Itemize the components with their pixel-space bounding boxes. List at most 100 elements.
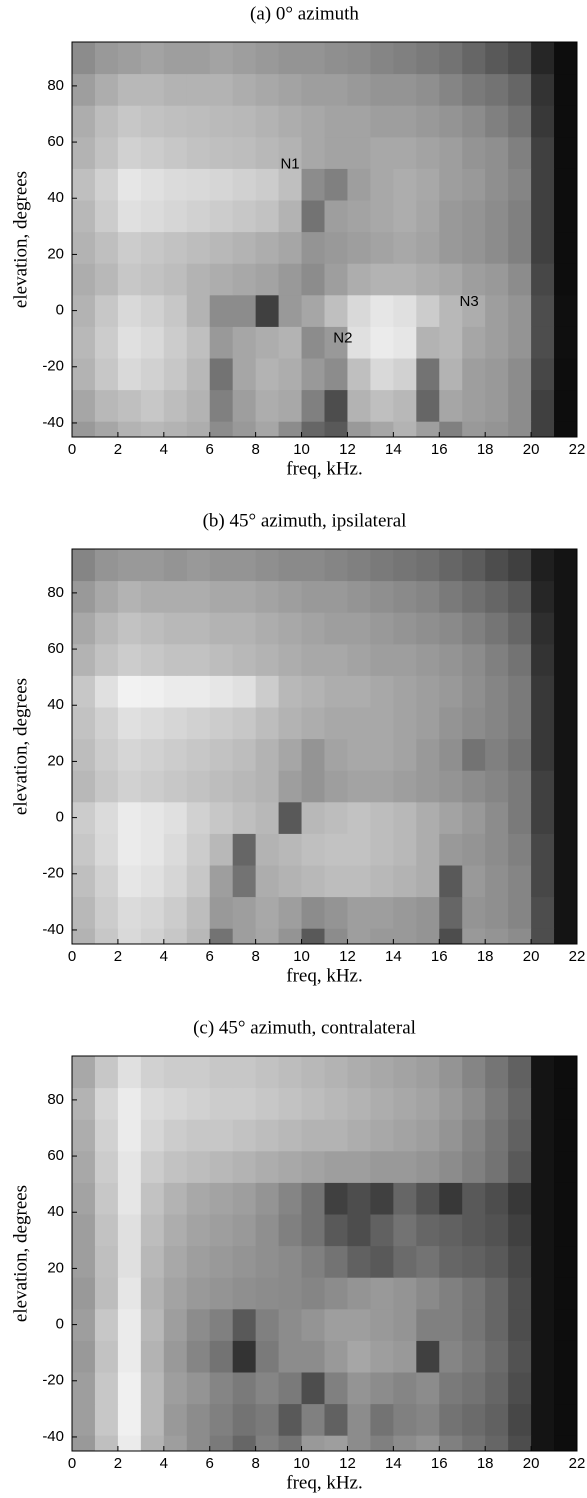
heatmap-cell	[255, 928, 280, 944]
heatmap-cell	[94, 326, 119, 359]
heatmap-cell	[439, 549, 463, 582]
heatmap-cell	[462, 801, 486, 834]
heatmap-cell	[485, 1150, 509, 1183]
x-tick-label: 20	[523, 948, 540, 965]
heatmap-cell	[554, 294, 577, 327]
heatmap-cell	[462, 770, 486, 803]
heatmap-cell	[462, 1340, 486, 1373]
heatmap-cell	[255, 1119, 280, 1152]
y-tick-label: 60	[47, 640, 64, 657]
heatmap-cell	[301, 136, 325, 169]
heatmap-cell	[255, 42, 280, 75]
heatmap-cell	[370, 73, 394, 106]
heatmap-cell	[94, 801, 119, 834]
heatmap-cell	[94, 738, 119, 771]
heatmap-cell	[370, 896, 394, 929]
heatmap-cell	[416, 200, 440, 233]
heatmap-cell	[485, 1435, 509, 1451]
heatmap-cell	[347, 1056, 371, 1089]
heatmap-cell	[117, 1150, 142, 1183]
heatmap-cell	[186, 42, 211, 75]
heatmap-cell	[531, 358, 555, 391]
heatmap-cell	[278, 801, 303, 834]
heatmap-cell	[462, 1150, 486, 1183]
heatmap-cell	[324, 1087, 348, 1120]
heatmap-cell	[393, 200, 417, 233]
heatmap-cell	[186, 549, 211, 582]
heatmap-cell	[232, 1150, 257, 1183]
x-tick-label: 10	[293, 948, 310, 965]
heatmap-cell	[209, 643, 234, 676]
heatmap-cell	[278, 1056, 303, 1089]
heatmap-cell	[117, 105, 142, 138]
y-tick-label: 60	[47, 133, 64, 150]
heatmap-cell	[255, 707, 280, 740]
heatmap-cell	[347, 801, 371, 834]
heatmap-cell	[324, 105, 348, 138]
heatmap-cell	[439, 231, 463, 264]
y-tick-label: 80	[47, 77, 64, 94]
heatmap-cell	[72, 1277, 96, 1310]
heatmap-cell	[232, 1435, 257, 1451]
heatmap-cell	[554, 1182, 577, 1215]
heatmap-cell	[370, 294, 394, 327]
heatmap-cell	[462, 896, 486, 929]
heatmap-cell	[393, 358, 417, 391]
heatmap-cell	[554, 326, 577, 359]
heatmap-cell	[186, 801, 211, 834]
heatmap-cell	[209, 1435, 234, 1451]
heatmap-cell	[301, 42, 325, 75]
x-axis-label: freq, kHz.	[286, 458, 363, 479]
heatmap-cell	[462, 1403, 486, 1436]
heatmap-cell	[140, 896, 165, 929]
heatmap-cell	[393, 421, 417, 437]
heatmap-cell	[531, 1403, 555, 1436]
plot-frame	[71, 1055, 578, 1452]
heatmap-cell	[72, 928, 96, 944]
heatmap-cell	[485, 1340, 509, 1373]
heatmap-cell	[393, 1182, 417, 1215]
heatmap-cell	[462, 421, 486, 437]
heatmap-cell	[186, 1403, 211, 1436]
heatmap-cell	[72, 1056, 96, 1089]
heatmap-cell	[370, 200, 394, 233]
heatmap-cell	[462, 389, 486, 422]
heatmap-cell	[301, 928, 325, 944]
heatmap-cell	[485, 1119, 509, 1152]
heatmap-cell	[347, 643, 371, 676]
heatmap-cell	[324, 1340, 348, 1373]
heatmap-cell	[462, 549, 486, 582]
heatmap-cell	[278, 770, 303, 803]
heatmap-cell	[163, 1372, 188, 1405]
x-tick-label: 10	[293, 441, 310, 458]
heatmap-cell	[117, 643, 142, 676]
heatmap-cell	[439, 1245, 463, 1278]
heatmap-cell	[209, 707, 234, 740]
heatmap-cell	[370, 1403, 394, 1436]
heatmap-cell	[301, 1372, 325, 1405]
heatmap-cell	[416, 1403, 440, 1436]
heatmap-cell	[370, 1277, 394, 1310]
heatmap-cell	[324, 928, 348, 944]
heatmap-cell	[140, 1245, 165, 1278]
heatmap-cell	[72, 326, 96, 359]
heatmap-cell	[255, 738, 280, 771]
heatmap-cell	[370, 580, 394, 613]
heatmap-cell	[301, 1056, 325, 1089]
heatmap-cell	[186, 770, 211, 803]
heatmap-cell	[324, 358, 348, 391]
heatmap-cell	[416, 1056, 440, 1089]
heatmap-cell	[324, 1308, 348, 1341]
heatmap-cell	[393, 1056, 417, 1089]
heatmap-cell	[232, 580, 257, 613]
x-tick-label: 2	[114, 441, 122, 458]
heatmap-cell	[324, 643, 348, 676]
heatmap-cell	[393, 1277, 417, 1310]
heatmap-cell	[485, 200, 509, 233]
heatmap-cell	[531, 707, 555, 740]
heatmap-cell	[554, 1056, 577, 1089]
heatmap-cell	[508, 928, 532, 944]
heatmap-cell	[531, 263, 555, 296]
heatmap-cell	[393, 1214, 417, 1247]
heatmap-cell	[462, 865, 486, 898]
